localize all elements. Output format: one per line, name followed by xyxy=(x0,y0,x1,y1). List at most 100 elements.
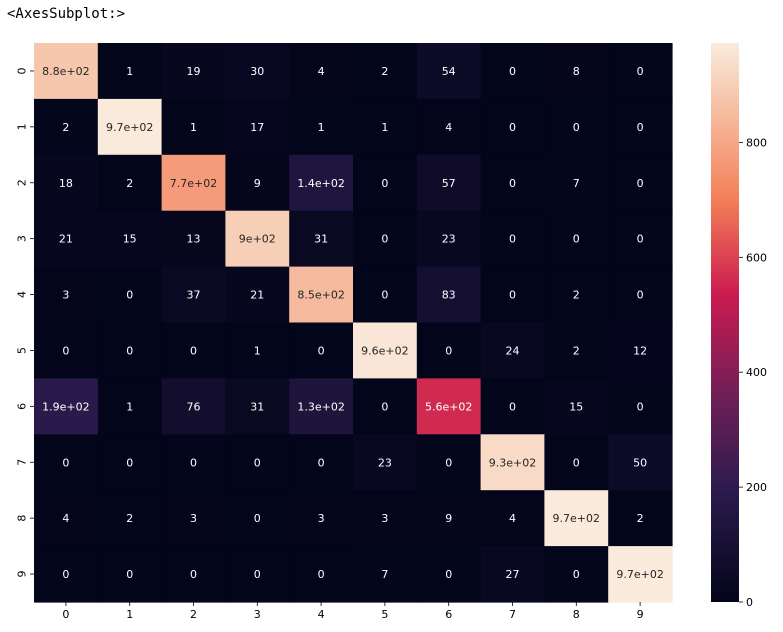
cell-annotation: 31 xyxy=(250,400,264,413)
cell-annotation: 0 xyxy=(126,568,133,581)
cell-annotation: 0 xyxy=(509,177,516,190)
cell-annotation: 7.7e+02 xyxy=(170,177,217,190)
heatmap-cell xyxy=(416,43,482,100)
heatmap-cell xyxy=(544,546,609,603)
cell-annotation: 0 xyxy=(445,568,452,581)
cell-annotation: 1 xyxy=(126,65,133,78)
y-tick-label: 7 xyxy=(16,459,29,466)
cell-annotation: 9.7e+02 xyxy=(616,568,663,581)
heatmap-cell xyxy=(608,546,673,603)
heatmap-cell xyxy=(416,98,482,156)
heatmap-cell xyxy=(608,154,673,212)
heatmap-cell xyxy=(544,98,609,156)
cell-annotation: 1 xyxy=(318,121,325,134)
cell-annotation: 0 xyxy=(509,65,516,78)
heatmap-cell xyxy=(608,378,673,435)
heatmap-cell xyxy=(480,98,545,156)
heatmap-cell xyxy=(289,266,354,324)
heatmap-cell xyxy=(544,322,609,379)
cell-annotation: 9.3e+02 xyxy=(489,456,536,469)
cell-annotation: 50 xyxy=(633,456,647,469)
cell-annotation: 13 xyxy=(187,233,201,246)
cell-annotation: 0 xyxy=(381,233,388,246)
heatmap-cell xyxy=(480,546,545,603)
cell-annotation: 30 xyxy=(250,65,264,78)
heatmap-cell xyxy=(353,210,418,268)
heatmap-cell xyxy=(416,266,482,324)
cell-annotation: 0 xyxy=(637,65,644,78)
cell-annotation: 23 xyxy=(442,233,456,246)
heatmap-cell xyxy=(34,43,99,100)
cell-annotation: 0 xyxy=(62,568,69,581)
cell-annotation: 57 xyxy=(442,177,456,190)
cell-annotation: 0 xyxy=(445,344,452,357)
cell-annotation: 0 xyxy=(573,233,580,246)
x-tick-label: 4 xyxy=(318,608,325,621)
heatmap-cell xyxy=(97,154,163,212)
cell-annotation: 2 xyxy=(637,512,644,525)
heatmap-cell xyxy=(480,490,545,547)
cell-annotation: 18 xyxy=(59,177,73,190)
cell-annotation: 0 xyxy=(573,568,580,581)
heatmap-cell xyxy=(289,546,354,603)
cell-annotation: 27 xyxy=(506,568,520,581)
heatmap-cell xyxy=(544,434,609,491)
cell-annotation: 21 xyxy=(59,233,73,246)
cell-output-label: <AxesSubplot:> xyxy=(7,6,126,22)
heatmap-cell xyxy=(34,546,99,603)
heatmap-cell xyxy=(225,490,290,547)
heatmap-cell xyxy=(161,490,226,547)
cell-annotation: 0 xyxy=(190,456,197,469)
heatmap-cell xyxy=(416,154,482,212)
heatmap-cell xyxy=(161,546,226,603)
heatmap-cell xyxy=(34,378,99,435)
heatmap-cell xyxy=(34,98,99,156)
cell-annotation: 37 xyxy=(187,289,201,302)
cell-annotation: 0 xyxy=(573,121,580,134)
cell-annotation: 24 xyxy=(506,344,520,357)
heatmap-cell xyxy=(161,43,226,100)
cell-annotation: 76 xyxy=(187,400,201,413)
colorbar-tick-label: 600 xyxy=(746,251,767,264)
cell-annotation: 2 xyxy=(62,121,69,134)
heatmap-cell xyxy=(225,434,290,491)
cell-annotation: 0 xyxy=(509,233,516,246)
heatmap-cell xyxy=(225,322,290,379)
x-tick-label: 0 xyxy=(62,608,69,621)
heatmap-cell xyxy=(34,210,99,268)
heatmap-cell xyxy=(289,378,354,435)
heatmap-cell xyxy=(480,154,545,212)
y-tick-label: 3 xyxy=(16,235,29,242)
x-tick-label: 6 xyxy=(445,608,452,621)
heatmap-cell xyxy=(225,43,290,100)
x-tick-label: 5 xyxy=(381,608,388,621)
heatmap-cell xyxy=(544,210,609,268)
cell-annotation: 0 xyxy=(509,289,516,302)
heatmap-annotations: 8.8e+02 1 19 30 4 2 54 0 8 02 9.7e+02 1 17 1 1 4 0 0 018 2 7… xyxy=(42,65,664,581)
heatmap-cell xyxy=(97,43,163,100)
colorbar-gradient xyxy=(711,43,739,602)
cell-annotation: 9.7e+02 xyxy=(553,512,600,525)
heatmap-cell xyxy=(289,98,354,156)
cell-annotation: 0 xyxy=(637,121,644,134)
x-tick-label: 2 xyxy=(190,608,197,621)
heatmap-cell xyxy=(34,154,99,212)
heatmap-cell xyxy=(289,154,354,212)
heatmap-cell xyxy=(416,322,482,379)
cell-annotation: 1 xyxy=(126,400,133,413)
cell-annotation: 21 xyxy=(250,289,264,302)
cell-annotation: 0 xyxy=(637,233,644,246)
heatmap-cell xyxy=(416,434,482,491)
heatmap-cell xyxy=(97,210,163,268)
heatmap-cell xyxy=(416,546,482,603)
y-tick-label: 8 xyxy=(16,515,29,522)
heatmap-cell xyxy=(97,266,163,324)
cell-annotation: 7 xyxy=(381,568,388,581)
y-tick-label: 5 xyxy=(16,347,29,354)
cell-annotation: 2 xyxy=(381,65,388,78)
x-tick-label: 7 xyxy=(509,608,516,621)
cell-annotation: 8.8e+02 xyxy=(42,65,89,78)
cell-annotation: 19 xyxy=(187,65,201,78)
cell-annotation: 4 xyxy=(318,65,325,78)
